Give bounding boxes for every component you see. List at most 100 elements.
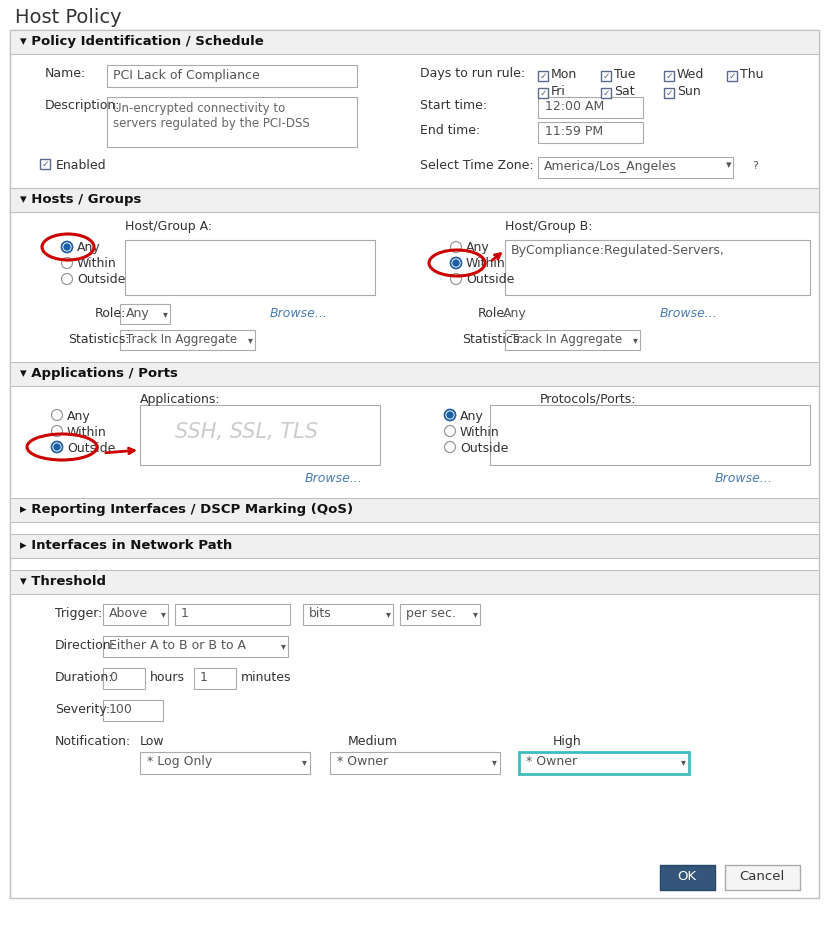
Bar [537, 88, 547, 98]
Text: ▾ Hosts / Groups: ▾ Hosts / Groups [20, 193, 142, 206]
Text: ByCompliance:Regulated-Servers,: ByCompliance:Regulated-Servers, [510, 244, 724, 257]
Text: Low: Low [140, 735, 165, 748]
Text: ▾: ▾ [633, 335, 637, 345]
Text: Sun: Sun [676, 85, 700, 98]
Text: servers regulated by the PCI-DSS: servers regulated by the PCI-DSS [113, 117, 310, 130]
Text: Sat: Sat [614, 85, 634, 98]
Text: ▾ Threshold: ▾ Threshold [20, 575, 106, 588]
Text: * Owner: * Owner [337, 755, 388, 768]
Text: 12:00 AM: 12:00 AM [544, 100, 604, 113]
Text: Statistics:: Statistics: [461, 333, 523, 346]
Text: Above: Above [108, 607, 148, 620]
Text: ▾: ▾ [386, 609, 391, 619]
Text: Within: Within [77, 257, 117, 270]
Text: PCI Lack of Compliance: PCI Lack of Compliance [113, 69, 259, 82]
Bar [663, 71, 673, 81]
Text: per sec.: per sec. [406, 607, 455, 620]
Bar [103, 604, 168, 625]
Text: Host Policy: Host Policy [15, 8, 122, 27]
Text: Medium: Medium [348, 735, 397, 748]
Bar [125, 240, 374, 295]
Text: Any: Any [67, 410, 90, 423]
Text: Any: Any [126, 307, 150, 320]
Bar [120, 304, 170, 324]
Text: Enabled: Enabled [56, 159, 107, 172]
Text: ✓: ✓ [664, 89, 672, 98]
Text: Cancel: Cancel [739, 870, 783, 883]
Text: ✓: ✓ [538, 72, 546, 80]
Bar [175, 604, 290, 625]
Text: ▾: ▾ [473, 609, 477, 619]
Text: Name:: Name: [45, 67, 86, 80]
Text: ▸ Reporting Interfaces / DSCP Marking (QoS): ▸ Reporting Interfaces / DSCP Marking (Q… [20, 503, 353, 516]
Text: Select Time Zone:: Select Time Zone: [420, 159, 533, 172]
Bar [107, 65, 357, 87]
Text: High: High [552, 735, 581, 748]
Bar [10, 188, 818, 212]
Text: Tue: Tue [614, 68, 635, 81]
Text: minutes: minutes [241, 671, 291, 684]
Text: 100: 100 [108, 703, 132, 716]
Text: Wed: Wed [676, 68, 704, 81]
Text: ▾: ▾ [725, 160, 731, 170]
Bar [120, 330, 255, 350]
Bar [400, 604, 479, 625]
Text: ▾: ▾ [248, 335, 253, 345]
Text: Track In Aggregate: Track In Aggregate [126, 333, 237, 346]
Circle shape [446, 412, 452, 418]
Text: ✓: ✓ [601, 72, 609, 80]
Text: ✓: ✓ [664, 72, 672, 80]
Bar [537, 71, 547, 81]
Text: Outside: Outside [67, 442, 115, 455]
Text: Protocols/Ports:: Protocols/Ports: [539, 393, 636, 406]
Text: Description:: Description: [45, 99, 120, 112]
Text: 1: 1 [200, 671, 208, 684]
Bar [103, 668, 145, 689]
Text: 1: 1 [181, 607, 189, 620]
Bar [600, 88, 610, 98]
Text: Mon: Mon [551, 68, 576, 81]
Text: bits: bits [309, 607, 331, 620]
Text: Outside: Outside [465, 273, 513, 286]
Text: End time:: End time: [420, 124, 479, 137]
Text: ▾: ▾ [491, 757, 496, 767]
Text: Browse...: Browse... [714, 472, 772, 485]
Text: Notification:: Notification: [55, 735, 131, 748]
Bar [537, 97, 643, 118]
Circle shape [745, 158, 763, 176]
Bar [10, 534, 818, 558]
Text: Role:: Role: [478, 307, 508, 320]
Text: Un-encrypted connectivity to: Un-encrypted connectivity to [113, 102, 285, 115]
Text: Track In Aggregate: Track In Aggregate [510, 333, 621, 346]
Text: Outside: Outside [460, 442, 508, 455]
Text: ▾: ▾ [281, 641, 286, 651]
Text: ▸ Interfaces in Network Path: ▸ Interfaces in Network Path [20, 539, 232, 552]
Bar [504, 240, 809, 295]
Text: hours: hours [150, 671, 185, 684]
Text: Applications:: Applications: [140, 393, 220, 406]
Text: America/Los_Angeles: America/Los_Angeles [543, 160, 676, 173]
Bar [10, 570, 818, 594]
Bar [10, 498, 818, 522]
Text: Thu: Thu [739, 68, 763, 81]
Bar [10, 362, 818, 386]
Text: ✓: ✓ [538, 89, 546, 98]
Text: Any: Any [460, 410, 484, 423]
Text: Host/Group B:: Host/Group B: [504, 220, 592, 233]
Text: OK: OK [676, 870, 696, 883]
Text: * Owner: * Owner [525, 755, 576, 768]
Bar [659, 865, 714, 890]
Text: Browse...: Browse... [659, 307, 717, 320]
Text: 0: 0 [108, 671, 117, 684]
Text: Either A to B or B to A: Either A to B or B to A [108, 639, 246, 652]
Text: Browse...: Browse... [270, 307, 328, 320]
Bar [103, 636, 287, 657]
Circle shape [64, 244, 70, 250]
Text: ▾: ▾ [301, 757, 306, 767]
Bar [489, 405, 809, 465]
Text: Outside: Outside [77, 273, 125, 286]
Bar [140, 405, 379, 465]
Text: ✓: ✓ [41, 160, 49, 169]
Bar [724, 865, 799, 890]
Text: ✓: ✓ [601, 89, 609, 98]
